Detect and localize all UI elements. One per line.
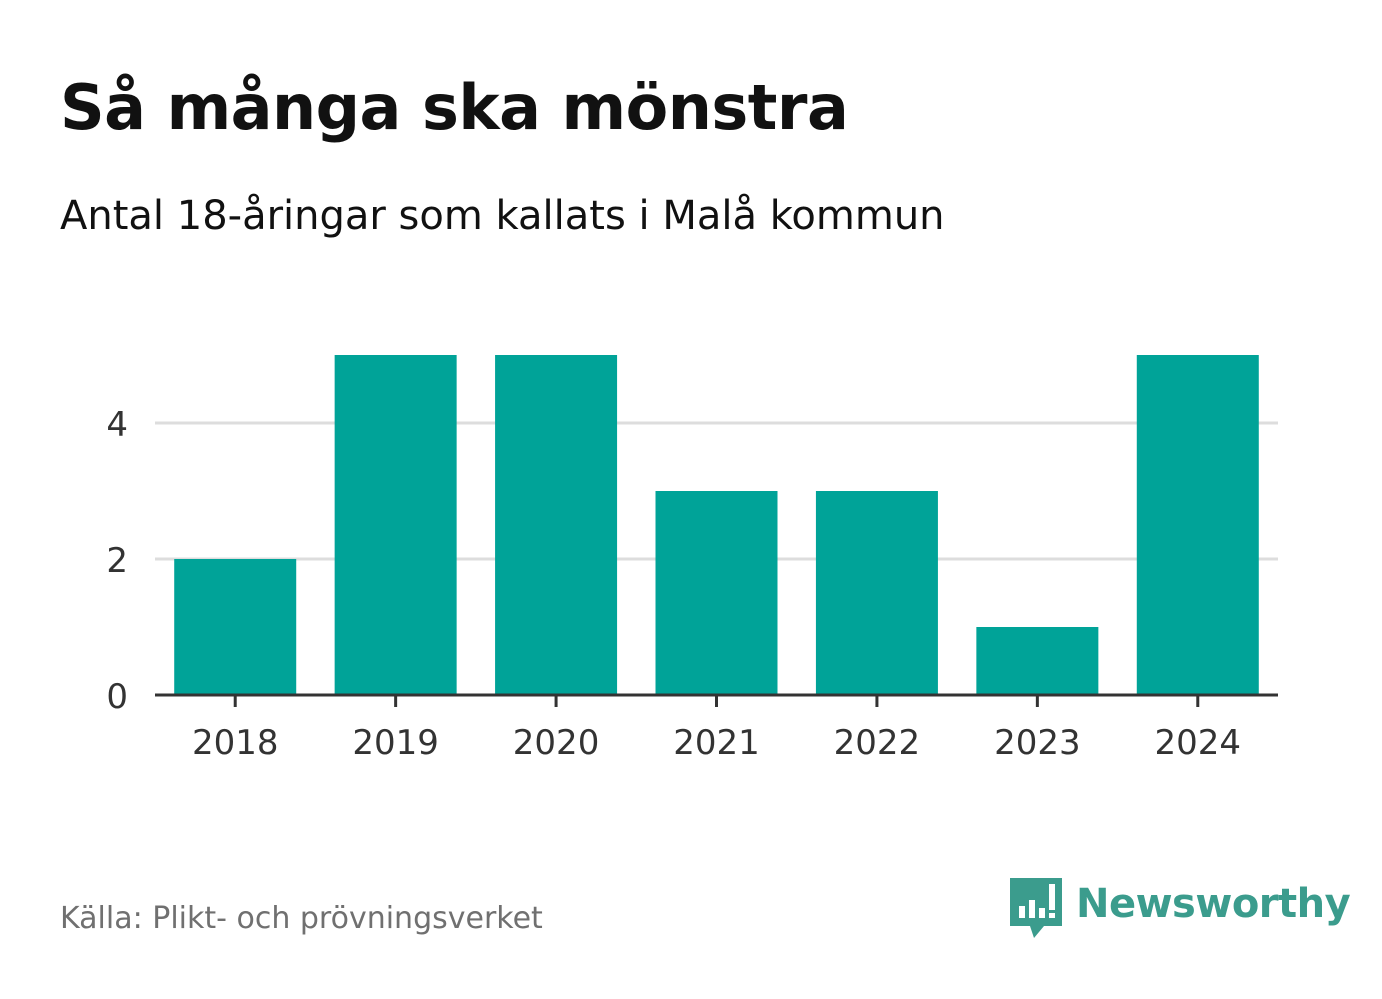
bar-2019: [334, 355, 457, 695]
x-tick-label: 2023: [994, 723, 1081, 763]
y-tick-label: 4: [106, 405, 128, 445]
bar-2022: [815, 491, 938, 695]
bar-2021: [655, 491, 778, 695]
newsworthy-logo-icon: [1010, 878, 1062, 938]
chart-subtitle: Antal 18-åringar som kallats i Malå komm…: [60, 193, 945, 239]
x-tick-label: 2020: [513, 723, 600, 763]
x-tick-label: 2024: [1155, 723, 1242, 763]
y-tick-label: 0: [106, 677, 128, 717]
x-tick-label: 2019: [352, 723, 439, 763]
x-tick-label: 2018: [192, 723, 279, 763]
x-tick-label: 2022: [834, 723, 921, 763]
chart-title: Så många ska mönstra: [60, 71, 849, 144]
bar-2024: [1136, 355, 1259, 695]
bar-2018: [174, 559, 297, 695]
newsworthy-logo: Newsworthy: [1010, 878, 1351, 942]
bar-2023: [976, 627, 1099, 695]
source-note: Källa: Plikt- och prövningsverket: [60, 901, 543, 936]
newsworthy-logo-text: Newsworthy: [1076, 881, 1351, 927]
y-tick-label: 2: [106, 541, 128, 581]
bar-2020: [495, 355, 618, 695]
x-tick-label: 2021: [673, 723, 760, 763]
